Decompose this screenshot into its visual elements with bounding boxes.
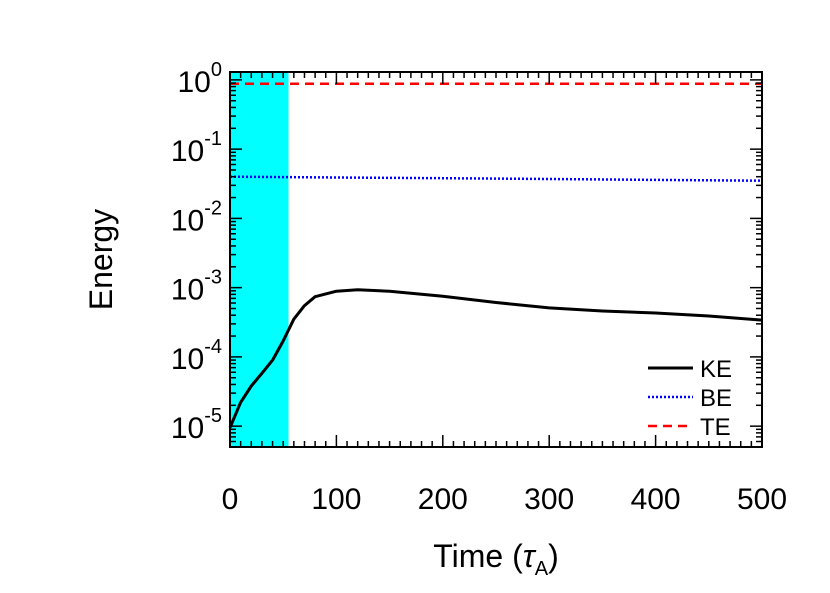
x-tick-label: 100: [311, 483, 361, 516]
y-tick-base: 10: [178, 66, 211, 99]
y-tick-base: 10: [171, 343, 204, 376]
legend-label-ke: KE: [700, 356, 732, 383]
y-tick-exponent: -3: [204, 267, 222, 289]
legend-label-be: BE: [700, 385, 732, 412]
plot-frame: [229, 71, 763, 448]
x-axis-title-main: Time (: [433, 538, 523, 574]
x-tick-label: 0: [222, 483, 239, 516]
y-tick-label: 10-3: [171, 267, 222, 307]
y-tick-base: 10: [171, 274, 204, 307]
series-line-be: [229, 175, 763, 182]
shaded-region: [230, 72, 289, 447]
y-tick-exponent: -4: [204, 336, 222, 358]
x-axis-title-symbol: τ: [523, 538, 537, 574]
y-tick-base: 10: [171, 135, 204, 168]
series-line-ke: [228, 288, 763, 429]
x-tick-label: 200: [418, 483, 468, 516]
series-layer: [228, 82, 763, 429]
y-tick-base: 10: [171, 204, 204, 237]
x-axis-title-subscript: A: [535, 558, 549, 580]
y-axis-title: Energy: [83, 209, 119, 310]
x-axis-title: Time (τA): [433, 538, 558, 580]
x-tick-label: 300: [524, 483, 574, 516]
x-tick-label: 500: [737, 483, 787, 516]
y-tick-exponent: 0: [211, 59, 222, 81]
y-tick-exponent: -2: [204, 197, 222, 219]
y-tick-label: 10-5: [171, 405, 222, 445]
y-tick-label: 10-2: [171, 197, 222, 237]
y-tick-base: 10: [171, 412, 204, 445]
x-tick-labels: 0 100 200 300 400 500: [222, 483, 787, 516]
x-axis-title-close: ): [548, 538, 559, 574]
legend-label-te: TE: [700, 414, 731, 441]
shaded-region-layer: [230, 72, 289, 447]
y-tick-label: 100: [178, 59, 223, 99]
y-tick-label: 10-4: [171, 336, 222, 376]
ticks-layer: [229, 72, 763, 447]
x-tick-label: 400: [631, 483, 681, 516]
y-tick-exponent: -1: [204, 128, 222, 150]
y-tick-label: 10-1: [171, 128, 222, 168]
y-tick-exponent: -5: [204, 405, 222, 427]
